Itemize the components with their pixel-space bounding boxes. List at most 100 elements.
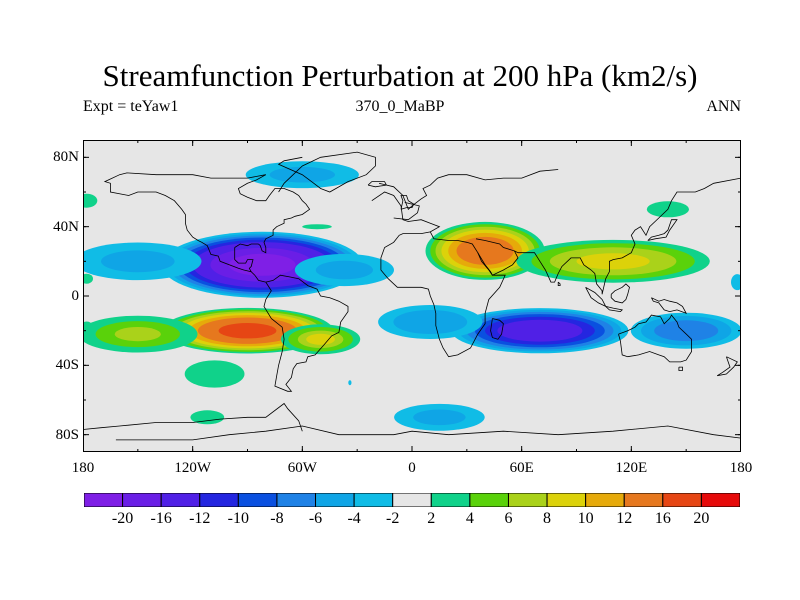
coastline	[557, 281, 561, 287]
coastline	[379, 169, 559, 210]
coastline	[393, 202, 420, 221]
latitude-label: 80N	[53, 149, 79, 166]
positive-anomaly-12	[516, 239, 710, 283]
colorbar-box	[160, 493, 201, 507]
longitude-label: 120W	[174, 460, 211, 476]
positive-anomaly-6	[184, 360, 245, 388]
case-label: 370_0_MaBP	[355, 98, 445, 115]
latitude-label: 40S	[55, 357, 79, 374]
positive-anomaly-9	[83, 273, 93, 284]
colorbar-box	[507, 493, 548, 507]
colorbar-box	[199, 493, 239, 507]
contour-fill	[114, 327, 161, 342]
contour-map	[83, 140, 741, 452]
positive-anomaly-11	[425, 221, 545, 280]
contour-fill	[393, 310, 468, 334]
longitude-label: 180	[729, 460, 753, 476]
contour-fill	[315, 260, 373, 280]
plot-title: Streamfunction Perturbation at 200 hPa (…	[102, 58, 698, 93]
coastline	[115, 425, 741, 441]
contour-fill	[101, 250, 175, 273]
colorbar-box	[84, 493, 124, 507]
longitude-label: 0	[408, 460, 416, 476]
longitude-label: 60W	[287, 460, 317, 476]
coastline	[716, 356, 738, 377]
coastline	[400, 195, 415, 210]
positive-anomaly-7	[190, 410, 225, 425]
colorbar-box	[546, 493, 587, 507]
colorbar-label: 10	[577, 510, 594, 527]
latitude-label: 40N	[53, 218, 79, 235]
positive-anomaly-13	[302, 224, 332, 230]
negative-anomaly-0	[161, 231, 363, 298]
colorbar-label: 8	[543, 510, 552, 527]
colorbar-label: -2	[386, 510, 400, 527]
latitude-label: 80S	[55, 426, 79, 443]
colorbar-label: 2	[427, 510, 436, 527]
contour-fill	[456, 236, 514, 265]
colorbar-label: 12	[616, 510, 633, 527]
contour-fill	[497, 319, 583, 342]
contour-fill	[306, 333, 335, 345]
coastline	[651, 297, 688, 315]
colorbar-label: -6	[308, 510, 323, 527]
contour-fill	[83, 273, 93, 284]
colorbar	[84, 493, 740, 507]
contour-fill	[228, 253, 296, 276]
coastline	[367, 181, 388, 188]
latitude-label: 0	[71, 288, 80, 304]
contour-fill	[83, 193, 98, 208]
coastline	[647, 219, 678, 241]
coastline	[678, 366, 683, 371]
contour-fill	[576, 253, 650, 270]
map-background	[83, 140, 741, 452]
contour-fill	[190, 410, 225, 425]
colorbar-label: 16	[654, 510, 671, 527]
colorbar-box	[122, 493, 162, 507]
colorbar-box	[700, 493, 740, 507]
coastline	[83, 402, 303, 432]
colorbar-box	[315, 493, 355, 507]
coastline	[610, 283, 630, 304]
positive-anomaly-8	[83, 193, 98, 208]
season-label: ANN	[706, 98, 741, 115]
colorbar-label: -10	[227, 510, 249, 527]
colorbar-label: 4	[465, 510, 474, 527]
colorbar-box	[662, 493, 702, 507]
coastline	[234, 243, 259, 248]
contour-fill	[348, 380, 352, 386]
longitude-label: 60E	[509, 460, 534, 476]
contour-fill	[413, 409, 466, 426]
negative-anomaly-21	[348, 380, 352, 386]
colorbar-label: -20	[111, 510, 134, 527]
negative-anomaly-15	[378, 305, 483, 339]
coastline	[237, 174, 311, 254]
coastline	[490, 318, 504, 340]
longitude-label: 180	[71, 460, 95, 476]
negative-anomaly-20	[731, 274, 741, 291]
negative-anomaly-14	[451, 308, 629, 354]
coastline	[277, 151, 376, 193]
coastline	[371, 191, 506, 358]
colorbar-box	[353, 493, 394, 507]
colorbar-label: -16	[150, 510, 172, 527]
axis-ticks	[83, 140, 741, 452]
negative-anomaly-1	[83, 242, 202, 281]
colorbar-box	[430, 493, 471, 507]
contour-fill	[654, 320, 719, 342]
positive-anomaly-10	[83, 321, 92, 330]
coastline	[605, 306, 624, 313]
colorbar-label: -4	[347, 510, 361, 527]
colorbar-box	[469, 493, 509, 507]
coastline	[103, 172, 266, 283]
colorbar-box	[237, 493, 278, 507]
coastline	[475, 238, 519, 276]
contour-fill	[83, 321, 92, 330]
coastline	[618, 314, 692, 363]
positive-anomaly-4	[83, 315, 198, 353]
colorbar-box	[276, 493, 317, 507]
colorbar-box	[392, 493, 432, 507]
coastline	[263, 274, 349, 392]
experiment-label: Expt = teYaw1	[83, 98, 179, 115]
coastline	[514, 177, 741, 295]
